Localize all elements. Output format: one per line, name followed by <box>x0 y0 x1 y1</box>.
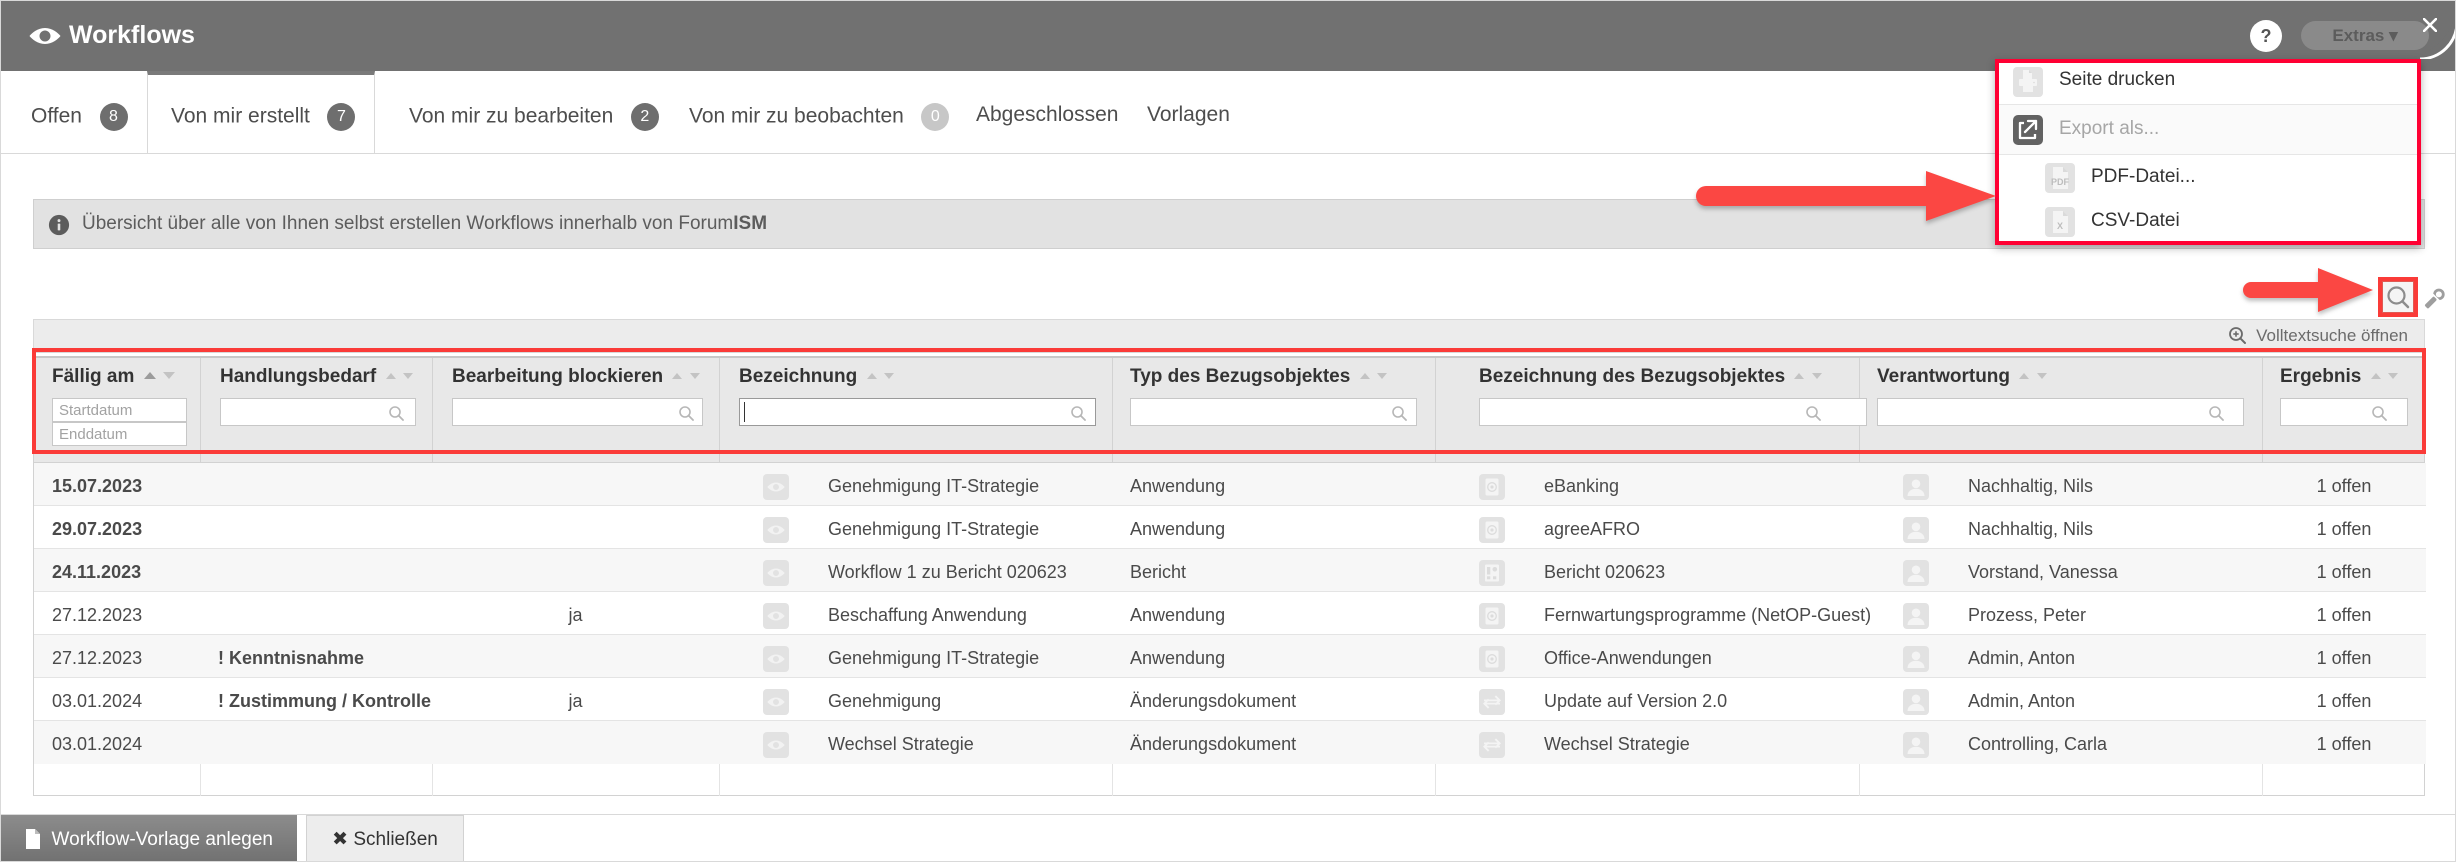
svg-text:X: X <box>2057 221 2063 231</box>
svg-text:PDF: PDF <box>2051 177 2070 187</box>
